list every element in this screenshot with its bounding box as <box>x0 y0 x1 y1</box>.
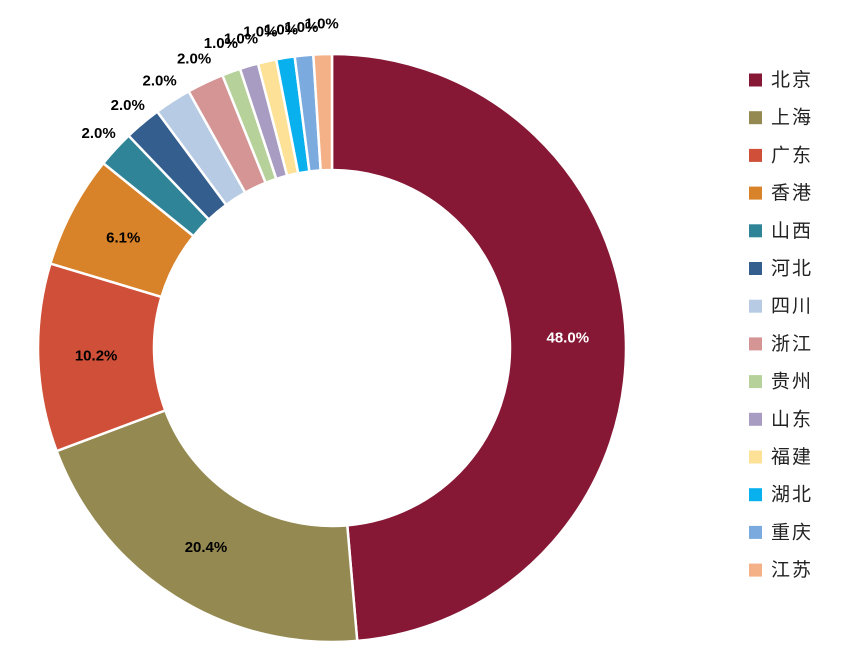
legend-item-福建: 福建 <box>749 446 813 468</box>
data-label-四川: 2.0% <box>143 72 177 89</box>
legend-swatch-广东 <box>749 148 762 162</box>
data-label-贵州: 1.0% <box>204 35 238 52</box>
data-label-浙江: 2.0% <box>177 51 211 68</box>
legend-item-贵州: 贵州 <box>749 371 813 393</box>
legend-label-上海: 上海 <box>771 107 813 129</box>
legend-label-河北: 河北 <box>771 258 813 280</box>
slice-北京 <box>330 52 628 643</box>
slice-江苏 <box>311 52 334 172</box>
legend-swatch-福建 <box>749 450 762 464</box>
data-label-重庆: 1.0% <box>284 19 318 36</box>
legend-label-北京: 北京 <box>771 69 813 91</box>
data-label-山西: 2.0% <box>81 125 115 142</box>
legend-swatch-江苏 <box>749 563 762 577</box>
legend-item-广东: 广东 <box>749 144 813 166</box>
legend-item-浙江: 浙江 <box>749 333 813 355</box>
legend-item-北京: 北京 <box>749 69 813 91</box>
data-label-广东: 10.2% <box>75 347 118 364</box>
legend-label-贵州: 贵州 <box>771 371 813 393</box>
legend-swatch-湖北 <box>749 488 762 502</box>
legend-swatch-重庆 <box>749 525 762 539</box>
legend-item-四川: 四川 <box>749 295 813 317</box>
legend-item-江苏: 江苏 <box>749 559 813 581</box>
legend-swatch-河北 <box>749 262 762 275</box>
legend-item-上海: 上海 <box>749 107 813 129</box>
data-label-山东: 1.0% <box>224 31 258 48</box>
data-label-福建: 1.0% <box>243 24 277 41</box>
legend-swatch-山西 <box>749 224 762 238</box>
data-label-北京: 48.0% <box>547 329 590 346</box>
legend-label-山东: 山东 <box>771 408 813 430</box>
slice-上海 <box>55 408 359 644</box>
legend-label-福建: 福建 <box>771 446 813 468</box>
labels-group: 48.0%20.4%10.2%6.1%2.0%2.0%2.0%2.0%1.0%1… <box>75 16 589 556</box>
data-label-江苏: 1.0% <box>305 16 339 33</box>
legend-item-湖北: 湖北 <box>749 484 813 506</box>
legend-label-香港: 香港 <box>771 182 813 204</box>
data-label-上海: 20.4% <box>185 539 228 556</box>
legend-swatch-香港 <box>749 186 762 200</box>
data-label-河北: 2.0% <box>111 97 145 114</box>
legend-item-山东: 山东 <box>749 408 813 430</box>
legend-label-四川: 四川 <box>771 295 813 317</box>
slices-group <box>36 52 628 644</box>
legend-label-重庆: 重庆 <box>771 521 813 543</box>
legend-swatch-山东 <box>749 412 762 426</box>
legend-item-河北: 河北 <box>749 258 813 280</box>
legend-label-山西: 山西 <box>771 220 813 242</box>
legend-swatch-上海 <box>749 111 762 125</box>
data-label-香港: 6.1% <box>106 229 140 246</box>
legend-swatch-浙江 <box>749 337 762 351</box>
legend-label-浙江: 浙江 <box>771 333 813 355</box>
legend-swatch-贵州 <box>749 375 762 389</box>
legend-label-江苏: 江苏 <box>771 559 813 581</box>
data-label-湖北: 1.0% <box>264 22 298 39</box>
legend-swatch-四川 <box>749 299 762 313</box>
legend-item-重庆: 重庆 <box>749 521 813 543</box>
legend-label-广东: 广东 <box>771 144 813 166</box>
legend-item-山西: 山西 <box>749 220 813 242</box>
legend-swatch-北京 <box>749 73 762 87</box>
legend-label-湖北: 湖北 <box>771 484 813 506</box>
legend-item-香港: 香港 <box>749 182 813 204</box>
